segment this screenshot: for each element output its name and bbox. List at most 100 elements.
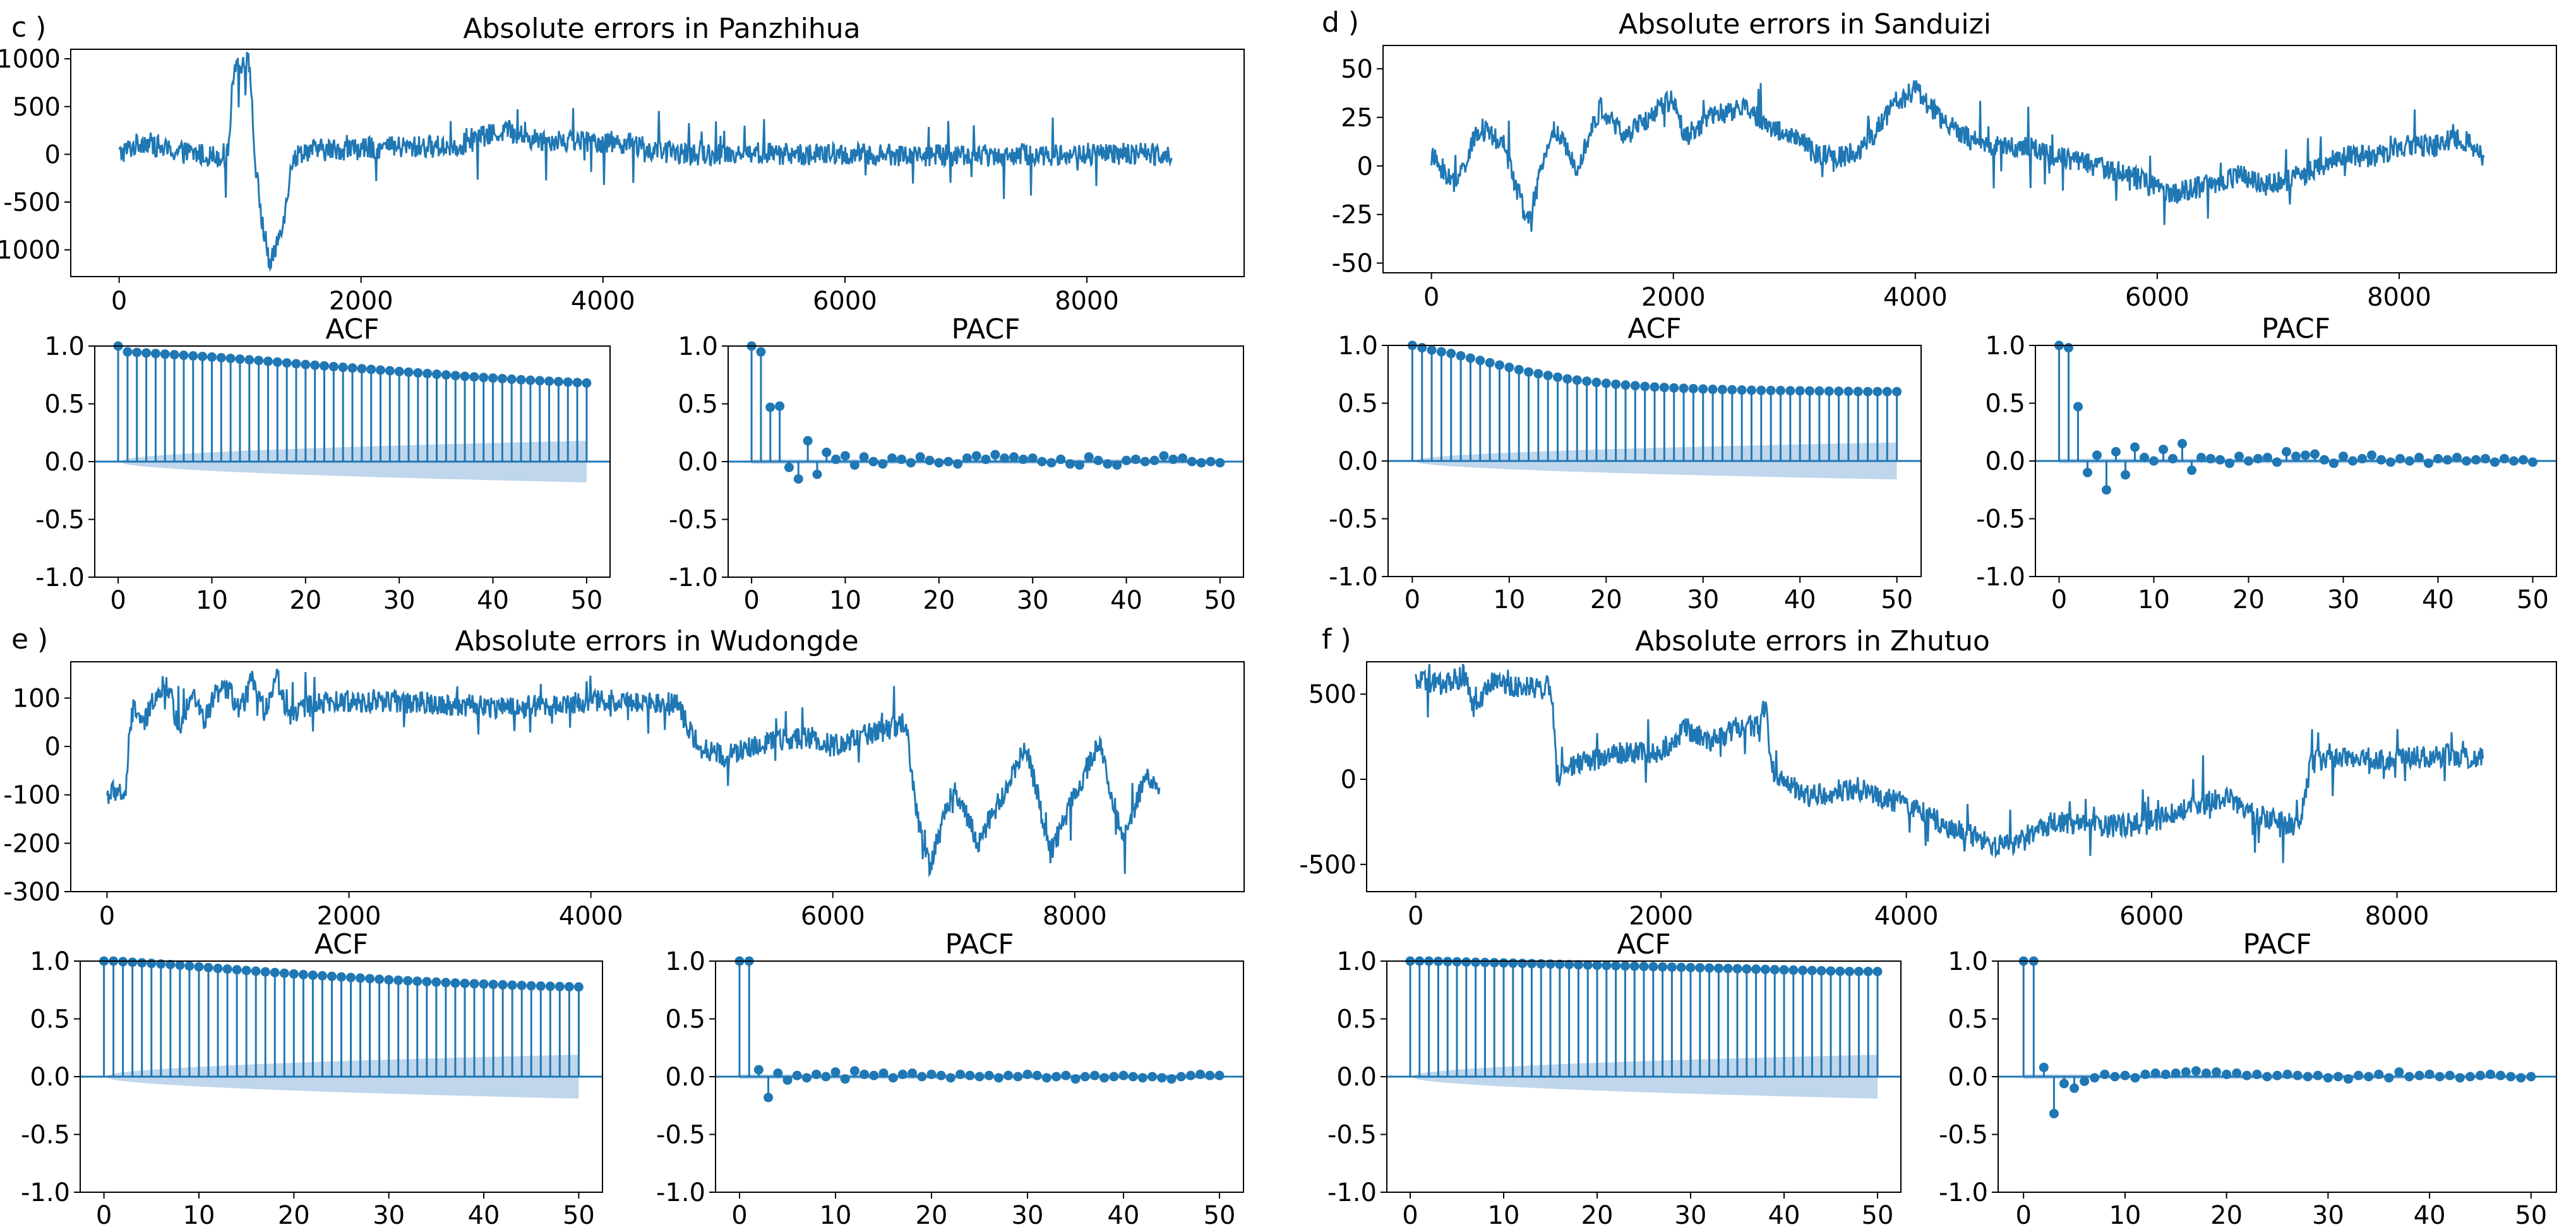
acf-ytick-label: 0.5: [44, 390, 85, 419]
pacf-marker: [1159, 451, 1169, 461]
acf-marker: [1872, 966, 1883, 976]
acf-marker: [1816, 966, 1826, 976]
pacf-marker: [2292, 1070, 2303, 1080]
acf-marker: [1461, 957, 1471, 967]
pacf-marker: [1080, 1072, 1090, 1082]
pacf-marker: [1089, 1070, 1099, 1080]
acf-marker: [1602, 960, 1612, 971]
acf-title: ACF: [1617, 928, 1670, 960]
acf-marker: [1795, 386, 1805, 396]
series-xtick-label: 4000: [571, 287, 635, 316]
acf-ytick-label: 0.5: [30, 1005, 70, 1034]
acf-marker: [1465, 353, 1475, 363]
pacf-marker: [2405, 456, 2414, 466]
acf-ytick-label: 1.0: [1338, 332, 1378, 361]
panel-label: d ): [1322, 6, 1359, 39]
acf-marker: [1591, 378, 1602, 388]
acf-marker: [526, 981, 536, 991]
acf-marker: [123, 347, 133, 357]
pacf-marker: [2215, 455, 2225, 465]
pacf-xtick-label: 30: [1017, 586, 1049, 615]
acf-marker: [497, 374, 507, 384]
acf-marker: [1650, 382, 1660, 392]
pacf-marker: [1013, 1072, 1023, 1082]
pacf-marker: [1061, 1070, 1071, 1080]
pacf-marker: [1137, 1073, 1147, 1083]
acf-marker: [263, 356, 273, 366]
pacf-ytick-label: 0.0: [1948, 1063, 1988, 1092]
acf-marker: [1639, 961, 1649, 971]
pacf-marker: [2462, 456, 2471, 466]
acf-marker: [225, 354, 236, 364]
series-ytick-label: 1000: [0, 45, 61, 74]
pacf-marker: [1112, 460, 1122, 470]
pacf-marker: [2272, 457, 2282, 467]
acf-xtick-label: 10: [183, 1201, 215, 1230]
pacf-marker: [2282, 1069, 2292, 1079]
pacf-marker: [2225, 458, 2234, 469]
pacf-marker: [1215, 458, 1225, 468]
pacf-marker: [2187, 465, 2196, 475]
acf-marker: [179, 350, 189, 361]
acf-marker: [413, 368, 423, 378]
pacf-marker: [2272, 1070, 2282, 1080]
acf-marker: [479, 373, 489, 383]
pacf-xtick-label: 50: [1204, 586, 1236, 615]
pacf-marker: [2049, 1109, 2059, 1119]
pacf-xtick-label: 20: [2232, 585, 2265, 614]
pacf-marker: [2120, 1070, 2130, 1080]
acf-marker: [270, 967, 280, 978]
pacf-marker: [860, 1069, 870, 1079]
pacf-marker: [2481, 453, 2490, 463]
series-line: [1415, 664, 2484, 863]
acf-marker: [535, 376, 545, 386]
pacf-marker: [2394, 1067, 2404, 1077]
pacf-marker: [878, 1068, 889, 1079]
pacf-marker: [2080, 1076, 2090, 1086]
pacf-marker: [840, 451, 850, 461]
pacf-marker: [888, 1073, 898, 1083]
acf-marker: [317, 971, 327, 981]
acf-marker: [1737, 385, 1747, 395]
acf-marker: [1499, 958, 1509, 968]
series-ytick-label: 0: [1357, 152, 1373, 181]
pacf-marker: [830, 1067, 841, 1077]
acf-marker: [1798, 966, 1808, 976]
acf-xtick-label: 40: [468, 1201, 500, 1230]
pacf-marker: [765, 402, 776, 412]
acf-marker: [441, 978, 451, 988]
acf-marker: [1629, 961, 1639, 971]
pacf-xtick-label: 50: [2515, 1201, 2547, 1230]
acf-marker: [1751, 964, 1761, 974]
pacf-marker: [908, 1068, 918, 1079]
series-ytick-label: -200: [3, 829, 61, 858]
acf-marker: [563, 377, 573, 387]
acf-marker: [376, 365, 386, 375]
acf-marker: [1843, 386, 1854, 397]
acf-marker: [1756, 385, 1766, 395]
pacf-marker: [906, 458, 916, 468]
acf-marker: [1882, 386, 1892, 397]
acf-ytick-label: -1.0: [1327, 1178, 1377, 1207]
pacf-marker: [2354, 1070, 2364, 1080]
acf-marker: [1658, 962, 1668, 972]
pacf-marker: [793, 474, 803, 484]
pacf-ytick-label: -0.5: [656, 1121, 705, 1150]
panel-label: c ): [11, 11, 46, 44]
series-ytick-label: -100: [3, 781, 61, 810]
series-xtick-label: 4000: [1874, 902, 1939, 931]
acf-marker: [1717, 385, 1727, 395]
pacf-marker: [917, 1072, 927, 1082]
acf-xtick-label: 40: [477, 586, 509, 615]
pacf-marker: [1027, 453, 1038, 463]
pacf-marker: [2092, 450, 2102, 460]
pacf-marker: [1166, 1074, 1177, 1084]
pacf-marker: [2339, 452, 2348, 462]
acf-marker: [544, 376, 554, 386]
pacf-marker: [775, 401, 785, 411]
series-title: Absolute errors in Sanduizi: [1619, 8, 1991, 40]
pacf-marker: [2282, 446, 2291, 457]
pacf-xtick-label: 10: [820, 1201, 852, 1230]
acf-marker: [1417, 343, 1427, 353]
